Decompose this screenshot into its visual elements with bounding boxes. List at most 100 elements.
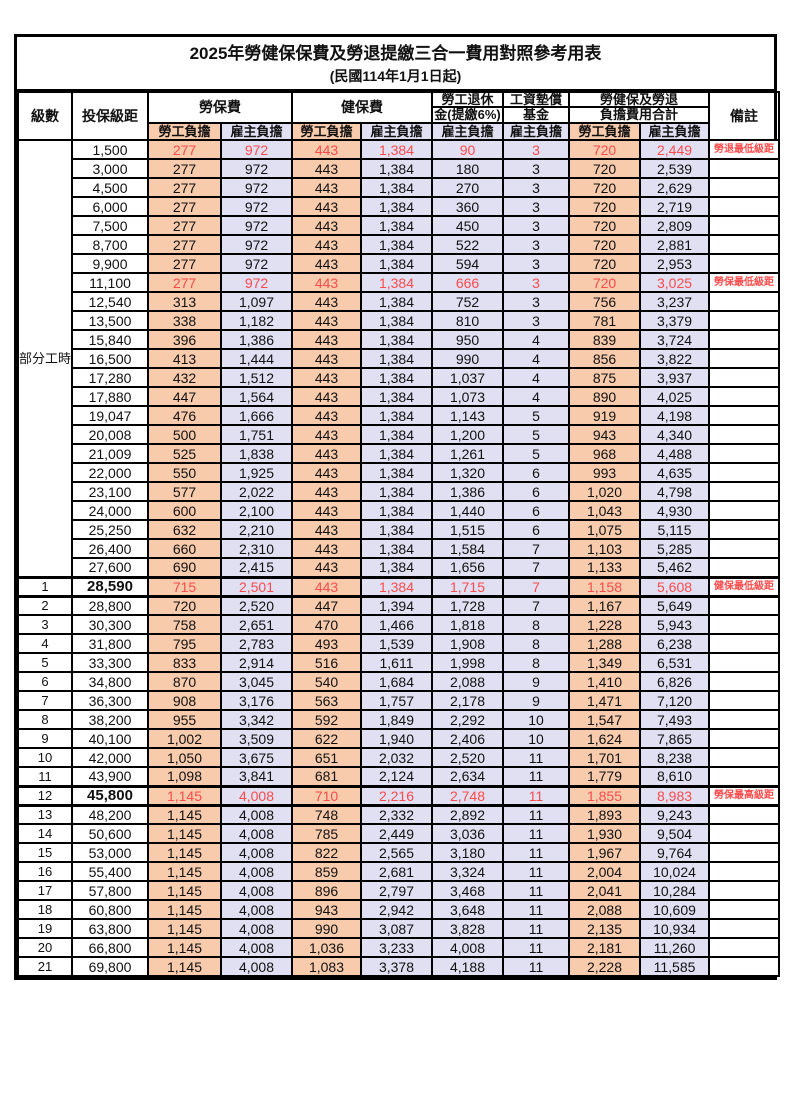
cell-value: 1,386 [431,481,504,503]
cell-value: 443 [291,215,362,237]
cell-value: 4,008 [220,804,293,826]
cell-value: 4,025 [638,386,711,408]
table-row: 3,000 277 972 443 1,384 180 3 720 2,539 [18,158,781,180]
cell-value: 3 [502,158,570,180]
cell-value: 4,635 [638,462,711,484]
cell-value: 2,892 [431,804,504,826]
cell-value: 1,779 [568,766,641,788]
table-row: 27,600 690 2,415 443 1,384 1,656 7 1,133 5,462 [18,557,781,579]
cell-value: 1,075 [568,519,641,541]
table-row: 17,280 432 1,512 443 1,384 1,037 4 875 3,937 [18,367,781,389]
cell-value: 3,324 [431,861,504,883]
cell-value: 1,384 [360,443,433,465]
cell-value: 622 [291,728,362,750]
cell-value: 710 [291,784,362,807]
cell-value: 11 [502,861,570,883]
cell-value: 993 [568,462,641,484]
cell-value: 1,384 [360,348,433,370]
cell-value: 1,133 [568,557,641,579]
table-row: 24,000 600 2,100 443 1,384 1,440 6 1,043 4,930 [18,500,781,522]
table-row: 21,009 525 1,838 443 1,384 1,261 5 968 4,488 [18,443,781,465]
cell-value: 6 [502,481,570,503]
cell-value: 1,386 [220,329,293,351]
cell-value: 450 [431,215,504,237]
cell-remark [708,709,781,731]
cell-value: 1,083 [291,956,362,978]
cell-value: 5,115 [638,519,711,541]
cell-level: 11 [17,766,73,788]
cell-value: 5,285 [638,538,711,560]
cell-value: 443 [291,557,362,579]
cell-bracket: 60,800 [71,899,149,921]
cell-value: 443 [291,158,362,180]
cell-value: 7 [502,595,570,617]
cell-value: 2,634 [431,766,504,788]
cell-value: 690 [147,557,222,579]
cell-level: 18 [17,899,73,921]
table-row: 21 69,800 1,145 4,008 1,083 3,378 4,188 11 2,228… [17,956,781,978]
cell-value: 1,098 [147,766,222,788]
cell-bracket: 6,000 [71,196,149,218]
cell-value: 2,783 [220,633,293,655]
cell-value: 476 [147,405,222,427]
cell-value: 919 [568,405,641,427]
cell-value: 1,349 [568,652,641,674]
cell-value: 1,998 [431,652,504,674]
cell-value: 2,809 [638,215,711,237]
cell-value: 1,145 [147,918,222,940]
cell-value: 277 [147,234,222,256]
subheader-health-employer: 雇主負擔 [360,122,433,142]
cell-value: 3,378 [360,956,433,978]
cell-value: 8,610 [638,766,711,788]
cell-value: 277 [147,253,222,275]
table-row: 20,008 500 1,751 443 1,384 1,200 5 943 4,340 [18,424,781,446]
cell-remark [708,196,781,218]
cell-remark [708,443,781,465]
table-row: 13,500 338 1,182 443 1,384 810 3 781 3,379 [18,310,781,332]
cell-value: 972 [220,196,293,218]
cell-bracket: 15,840 [71,329,149,351]
cell-value: 1,145 [147,861,222,883]
col-header-total-line2: 負擔費用合計 [567,106,711,125]
cell-value: 756 [568,291,641,313]
cell-value: 11 [502,956,570,978]
cell-remark [708,842,781,864]
cell-remark [708,424,781,446]
cell-value: 11 [502,804,570,826]
cell-value: 3,237 [638,291,711,313]
cell-value: 2,449 [638,139,711,161]
cell-value: 10,024 [638,861,711,883]
cell-value: 577 [147,481,222,503]
cell-value: 493 [291,633,362,655]
table-row: 8 38,200 955 3,342 592 1,849 2,292 10 1,547 7,493 [17,709,781,731]
cell-value: 1,384 [360,424,433,446]
cell-value: 447 [291,595,362,617]
cell-bracket: 26,400 [71,538,149,560]
cell-value: 8,983 [638,784,711,807]
cell-bracket: 48,200 [71,804,149,826]
cell-value: 1,158 [568,575,641,598]
cell-bracket: 28,590 [71,575,149,598]
cell-value: 1,818 [431,614,504,636]
table-row: 9 40,100 1,002 3,509 622 1,940 2,406 10 1,624 7,8… [17,728,781,750]
cell-remark [708,215,781,237]
cell-value: 3,176 [220,690,293,712]
cell-value: 2,292 [431,709,504,731]
cell-value: 443 [291,348,362,370]
cell-bracket: 19,047 [71,405,149,427]
cell-value: 1,466 [360,614,433,636]
col-header-wage-fund-line1: 工資墊償 [502,90,570,109]
cell-level: 21 [17,956,73,978]
cell-value: 4,008 [220,918,293,940]
cell-value: 715 [147,575,222,598]
cell-remark [708,766,781,788]
cell-value: 2,748 [431,784,504,807]
cell-value: 11 [502,880,570,902]
cell-value: 3,180 [431,842,504,864]
cell-value: 443 [291,139,362,161]
cell-remark [708,671,781,693]
cell-value: 1,512 [220,367,293,389]
cell-bracket: 57,800 [71,880,149,902]
cell-group-label: 部分工時 [17,139,73,579]
cell-value: 7,865 [638,728,711,750]
